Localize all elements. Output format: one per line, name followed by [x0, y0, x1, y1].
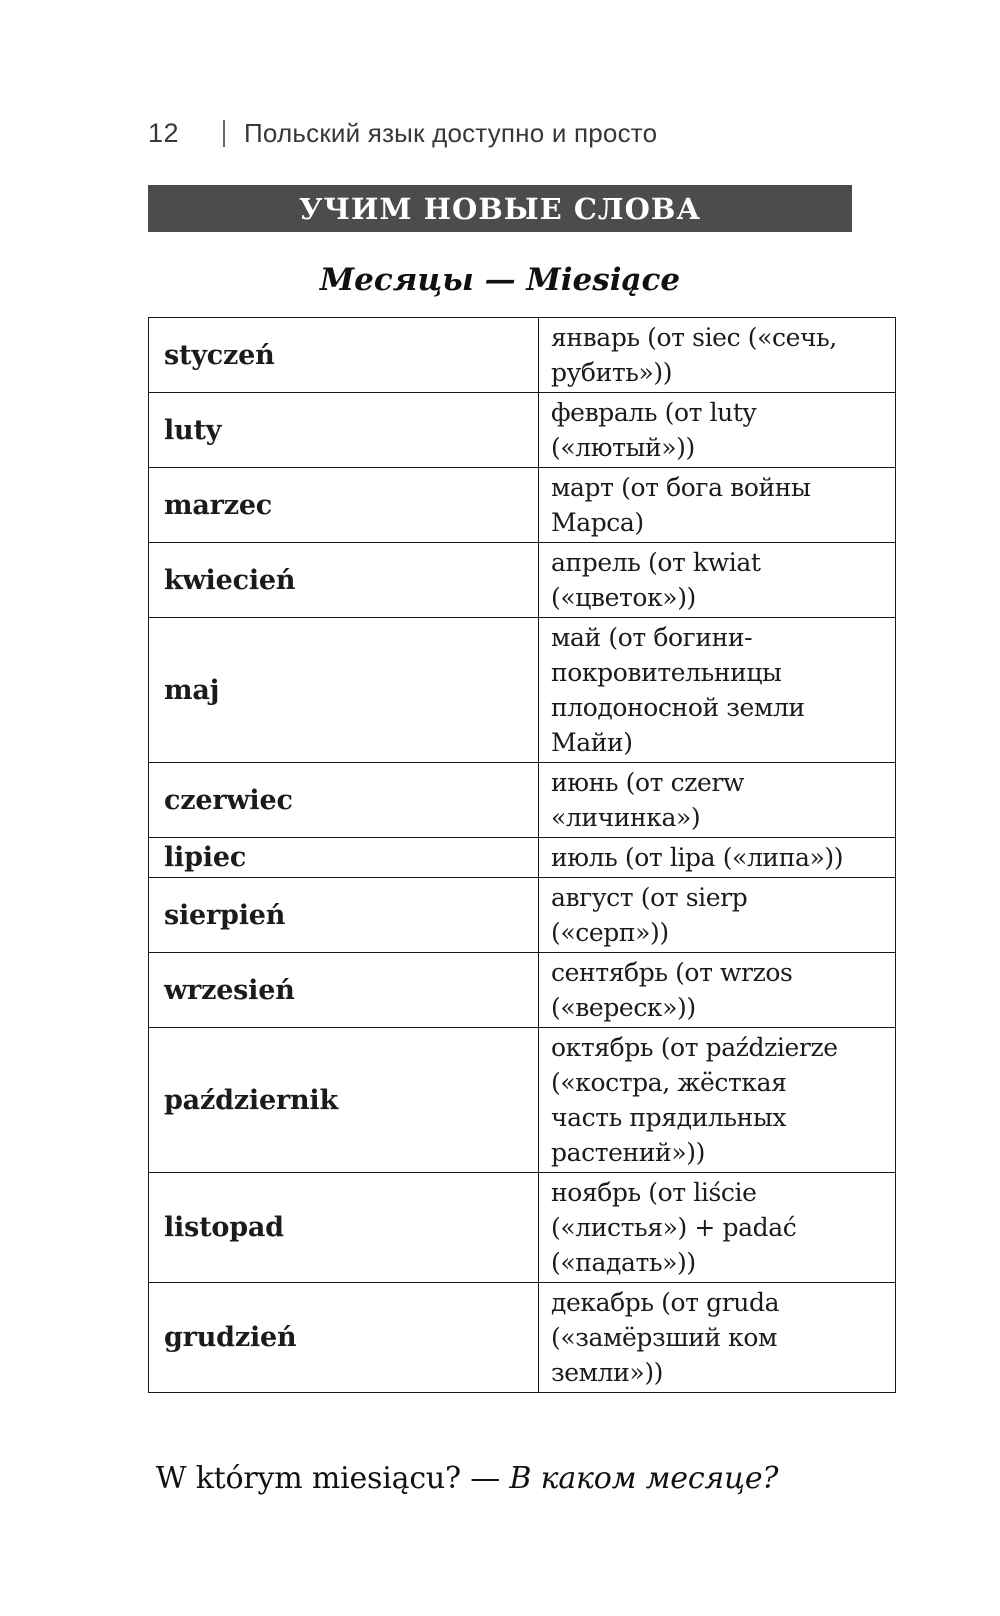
page-content: 12 Польский язык доступно и просто УЧИМ …	[148, 0, 896, 1499]
month-polish: styczeń	[148, 317, 539, 393]
month-russian-etymology: ноябрь (от liście («листья») + padać («п…	[538, 1172, 896, 1283]
page-number: 12	[148, 117, 180, 148]
table-row: kwiecień апрель (от kwiat («цветок»))	[148, 542, 896, 618]
month-russian-etymology: июль (от lipa («липа»))	[538, 837, 896, 878]
month-russian-etymology: апрель (от kwiat («цветок»))	[538, 542, 896, 618]
month-polish: sierpień	[148, 877, 539, 953]
book-title: Польский язык доступно и просто	[244, 117, 658, 148]
table-row: wrzesień сентябрь (от wrzos («вереск»))	[148, 952, 896, 1028]
month-russian-etymology: январь (от siec («сечь, рубить»))	[538, 317, 896, 393]
table-row: styczeń январь (от siec («сечь, рубить»)…	[148, 317, 896, 393]
month-russian-etymology: февраль (от luty («лютый»))	[538, 392, 896, 468]
months-table: styczeń январь (от siec («сечь, рубить»)…	[148, 317, 896, 1393]
table-row: grudzień декабрь (от gruda («замёрзший к…	[148, 1282, 896, 1393]
month-russian-etymology: июнь (от czerw «личинка»)	[538, 762, 896, 838]
table-row: maj май (от богини- покровительницы плод…	[148, 617, 896, 763]
footer-question-polish: W którym miesiącu? —	[155, 1461, 510, 1496]
lesson-banner-title: УЧИМ НОВЫЕ СЛОВА	[299, 191, 701, 226]
month-russian-etymology: октябрь (от paździerze («костра, жёсткая…	[538, 1027, 896, 1173]
running-head: 12 Польский язык доступно и просто	[148, 117, 852, 149]
table-row: sierpień август (от sierp («серп»))	[148, 877, 896, 953]
section-title: Месяцы — Miesiące	[319, 262, 681, 298]
month-polish: czerwiec	[148, 762, 539, 838]
table-row: październik октябрь (от paździerze («кос…	[148, 1027, 896, 1173]
table-row: listopad ноябрь (от liście («листья») + …	[148, 1172, 896, 1283]
month-polish: kwiecień	[148, 542, 539, 618]
month-polish: wrzesień	[148, 952, 539, 1028]
month-polish: lipiec	[148, 837, 539, 878]
table-row: luty февраль (от luty («лютый»))	[148, 392, 896, 468]
lesson-banner: УЧИМ НОВЫЕ СЛОВА	[148, 185, 852, 232]
table-row: marzec март (от бога войны Марса)	[148, 467, 896, 543]
footer-question: W którym miesiącu? — В каком месяце?	[115, 1459, 819, 1499]
month-russian-etymology: август (от sierp («серп»))	[538, 877, 896, 953]
month-polish: marzec	[148, 467, 539, 543]
header-divider	[223, 119, 226, 147]
month-polish: październik	[148, 1027, 539, 1173]
footer-question-russian: В каком месяце?	[509, 1461, 779, 1496]
month-polish: luty	[148, 392, 539, 468]
month-russian-etymology: декабрь (от gruda («замёрзший ком земли»…	[538, 1282, 896, 1393]
table-row: czerwiec июнь (от czerw «личинка»)	[148, 762, 896, 838]
month-russian-etymology: сентябрь (от wrzos («вереск»))	[538, 952, 896, 1028]
month-polish: grudzień	[148, 1282, 539, 1393]
month-russian-etymology: май (от богини- покровительницы плодонос…	[538, 617, 896, 763]
table-row: lipiec июль (от lipa («липа»))	[148, 837, 896, 878]
month-russian-etymology: март (от бога войны Марса)	[538, 467, 896, 543]
month-polish: listopad	[148, 1172, 539, 1283]
month-polish: maj	[148, 617, 539, 763]
